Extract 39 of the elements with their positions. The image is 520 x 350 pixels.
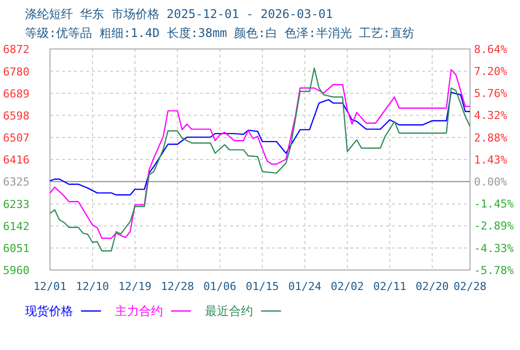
x-tick-label: 01/06 bbox=[203, 280, 236, 293]
y2-tick-label: 1.43% bbox=[474, 154, 508, 166]
y-tick-label: 6416 bbox=[3, 154, 30, 166]
y-tick-label: 6872 bbox=[3, 43, 30, 56]
y-tick-label: 6598 bbox=[3, 109, 30, 122]
y-tick-label: 6051 bbox=[3, 242, 30, 255]
y2-tick-label: 5.76% bbox=[474, 87, 508, 100]
y2-tick-label: 4.32% bbox=[474, 109, 508, 122]
legend-label: 现货价格 bbox=[25, 304, 73, 318]
x-tick-label: 01/24 bbox=[288, 280, 322, 293]
x-tick-label: 01/15 bbox=[246, 280, 279, 293]
y-tick-label: 6233 bbox=[3, 198, 30, 211]
chart-subtitle: 等级:优等品 粗细:1.4D 长度:38mm 颜色:白 色泽:半消光 工艺:直纺 bbox=[25, 26, 414, 40]
y-tick-label: 6142 bbox=[3, 220, 30, 233]
y2-tick-label: -5.78% bbox=[474, 264, 514, 277]
y-tick-label: 6689 bbox=[3, 87, 30, 100]
x-tick-label: 02/11 bbox=[373, 280, 406, 293]
x-tick-label: 02/20 bbox=[416, 280, 449, 293]
legend-label: 主力合约 bbox=[115, 304, 163, 318]
x-tick-label: 12/28 bbox=[160, 280, 194, 293]
y2-tick-label: 0.00% bbox=[474, 175, 508, 188]
chart-title: 涤纶短纤 华东 市场价格 2025-12-01 - 2026-03-01 bbox=[25, 7, 333, 21]
y-tick-label: 6780 bbox=[3, 65, 30, 78]
y2-tick-label: -1.45% bbox=[474, 198, 514, 211]
y2-tick-label: 7.20% bbox=[474, 65, 508, 78]
y-tick-label: 6507 bbox=[3, 131, 30, 144]
y2-tick-label: 2.88% bbox=[474, 131, 508, 144]
y2-tick-label: 8.64% bbox=[474, 43, 508, 56]
x-tick-label: 12/19 bbox=[118, 280, 152, 293]
x-tick-label: 12/10 bbox=[76, 280, 110, 293]
line-series bbox=[49, 92, 471, 196]
x-tick-label: 02/02 bbox=[330, 280, 364, 293]
x-tick-label: 02/28 bbox=[453, 280, 487, 293]
x-tick-label: 12/01 bbox=[33, 280, 67, 293]
y-tick-label: 5960 bbox=[3, 264, 30, 277]
y2-tick-label: -4.33% bbox=[474, 242, 514, 255]
y2-tick-label: -2.89% bbox=[474, 220, 514, 233]
y-tick-label: 6325 bbox=[3, 176, 30, 189]
legend-label: 最近合约 bbox=[205, 304, 253, 318]
